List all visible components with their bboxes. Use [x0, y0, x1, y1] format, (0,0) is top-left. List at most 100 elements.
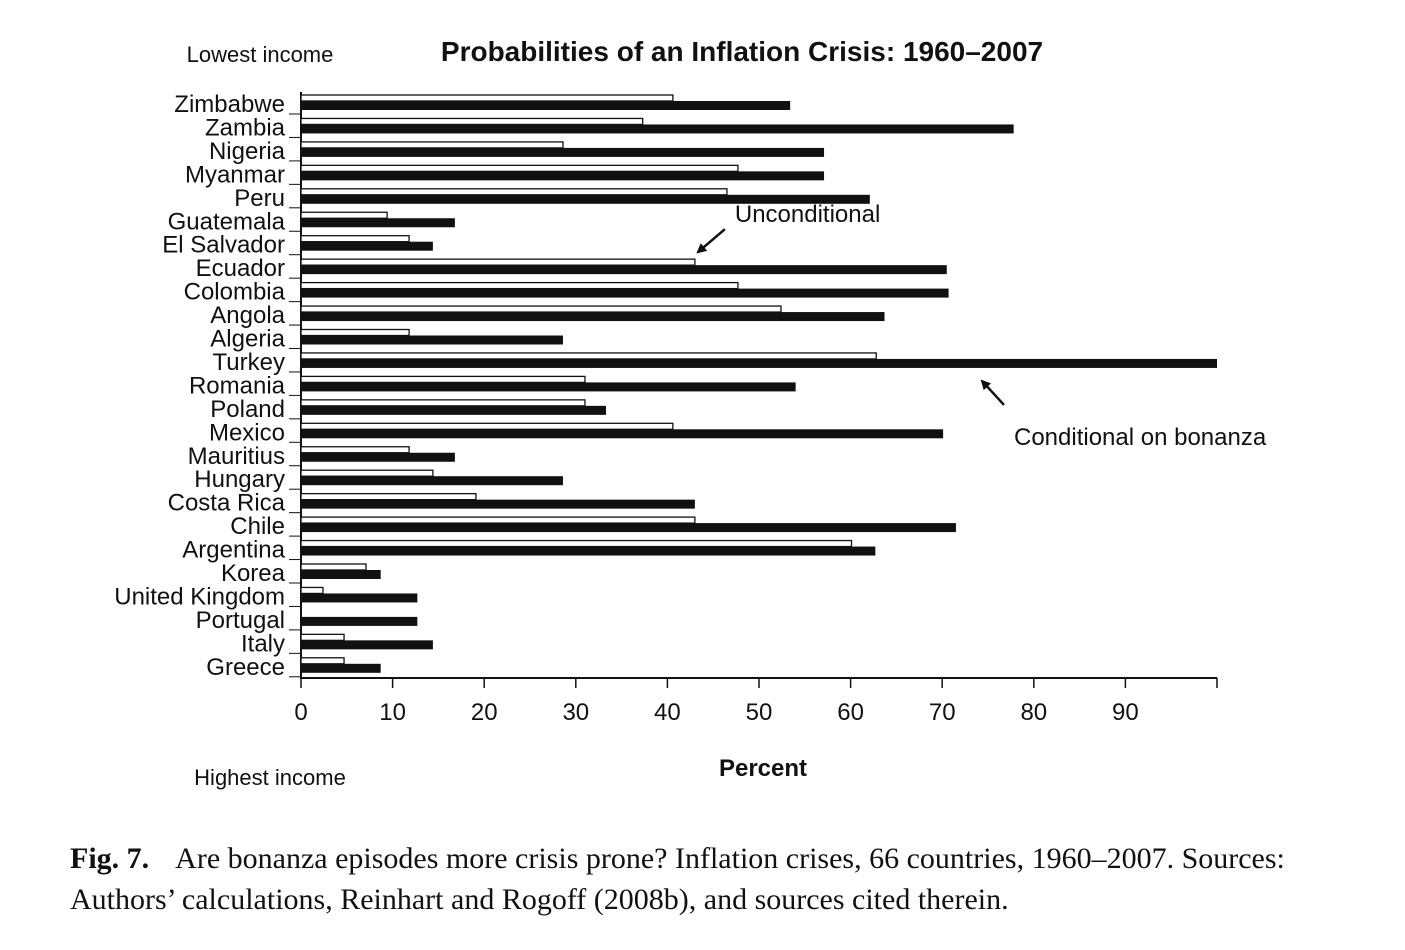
- category-label-poland: Poland: [210, 396, 285, 423]
- category-label-portugal: Portugal: [196, 607, 285, 634]
- x-tick-label-30: 30: [562, 699, 589, 726]
- annotation-label-unconditional: Unconditional: [735, 201, 880, 228]
- bar-unconditional-mexico: [300, 422, 674, 430]
- bar-unconditional-zambia: [300, 117, 644, 126]
- category-label-zimbabwe: Zimbabwe: [174, 91, 285, 118]
- bar-conditional-zambia: [301, 124, 1014, 134]
- bar-conditional-romania: [301, 382, 796, 392]
- bar-conditional-korea: [301, 570, 381, 579]
- x-tick-label-40: 40: [654, 699, 681, 726]
- bar-conditional-zimbabwe: [301, 101, 791, 110]
- figure-caption: Fig. 7. Are bonanza episodes more crisis …: [70, 838, 1370, 920]
- bar-unconditional-chile: [300, 516, 696, 524]
- bar-conditional-peru: [301, 194, 870, 204]
- category-label-el-salvador: El Salvador: [162, 232, 285, 259]
- x-tick-label-80: 80: [1020, 699, 1047, 726]
- bar-conditional-portugal: [301, 616, 418, 626]
- x-tick-label-10: 10: [379, 699, 406, 726]
- bar-unconditional-costa-rica: [300, 492, 477, 501]
- bar-unconditional-el-salvador: [300, 235, 410, 243]
- bar-unconditional-nigeria: [300, 141, 564, 149]
- annotations-group: Unconditional Conditional on bonanza: [696, 201, 1267, 451]
- chart-area: Probabilities of an Inflation Crisis: 19…: [114, 36, 1267, 790]
- bar-conditional-chile: [301, 523, 956, 533]
- bar-unconditional-italy: [300, 633, 345, 641]
- annotation-label-conditional: Conditional on bonanza: [1014, 424, 1267, 451]
- category-label-ecuador: Ecuador: [196, 255, 285, 282]
- category-label-peru: Peru: [234, 185, 285, 212]
- bar-conditional-el-salvador: [301, 241, 433, 251]
- bar-unconditional-korea: [300, 563, 367, 571]
- category-label-italy: Italy: [241, 630, 285, 657]
- chart-title: Probabilities of an Inflation Crisis: 19…: [441, 36, 1043, 67]
- bar-unconditional-argentina: [300, 539, 853, 548]
- category-label-algeria: Algeria: [210, 326, 285, 353]
- inflation-crisis-bar-chart: Probabilities of an Inflation Crisis: 19…: [114, 36, 1267, 790]
- x-tick-label-20: 20: [471, 699, 498, 726]
- bar-unconditional-zimbabwe: [300, 94, 674, 102]
- category-label-korea: Korea: [221, 560, 286, 587]
- category-label-nigeria: Nigeria: [209, 138, 286, 165]
- category-label-turkey: Turkey: [213, 349, 285, 376]
- bar-unconditional-algeria: [300, 328, 410, 337]
- bar-conditional-guatemala: [301, 218, 455, 228]
- category-label-mauritius: Mauritius: [188, 443, 285, 470]
- category-label-greece: Greece: [206, 654, 285, 681]
- category-label-colombia: Colombia: [184, 279, 286, 306]
- bar-conditional-mauritius: [301, 452, 455, 462]
- bar-unconditional-peru: [300, 188, 728, 196]
- bar-conditional-myanmar: [301, 171, 825, 181]
- x-tick-label-0: 0: [294, 699, 307, 726]
- category-label-costa-rica: Costa Rica: [168, 490, 286, 517]
- x-ticks-group: 0 10 20 30 40 50 60 70 80 90: [294, 678, 1218, 726]
- figure-caption-text: Are bonanza episodes more crisis prone? …: [70, 842, 1285, 916]
- bars-group: [300, 94, 1217, 673]
- bar-unconditional-guatemala: [300, 211, 388, 219]
- bar-unconditional-myanmar: [300, 164, 739, 173]
- bar-unconditional-angola: [300, 305, 782, 313]
- category-label-argentina: Argentina: [182, 537, 285, 564]
- x-tick-label-70: 70: [929, 699, 956, 726]
- category-label-mexico: Mexico: [209, 419, 285, 446]
- category-label-romania: Romania: [189, 372, 286, 399]
- bottom-note-highest-income: Highest income: [194, 765, 346, 790]
- bar-unconditional-united-kingdom: [300, 586, 324, 595]
- annotation-arrow-unconditional: [696, 228, 726, 254]
- bar-conditional-greece: [301, 663, 381, 673]
- category-label-guatemala: Guatemala: [168, 208, 286, 235]
- bar-unconditional-hungary: [300, 469, 434, 477]
- category-label-chile: Chile: [230, 513, 285, 540]
- top-note-lowest-income: Lowest income: [187, 42, 334, 67]
- bar-conditional-nigeria: [301, 147, 825, 157]
- x-tick-label-50: 50: [746, 699, 773, 726]
- bar-unconditional-ecuador: [300, 258, 696, 266]
- bar-conditional-costa-rica: [301, 499, 695, 509]
- category-label-angola: Angola: [210, 302, 285, 329]
- x-tick-label-60: 60: [837, 699, 864, 726]
- bar-conditional-angola: [301, 312, 885, 322]
- category-label-myanmar: Myanmar: [185, 161, 285, 188]
- bar-conditional-mexico: [301, 429, 944, 439]
- bar-unconditional-poland: [300, 399, 586, 407]
- bar-unconditional-romania: [300, 375, 586, 384]
- figure-caption-label: Fig. 7.: [70, 842, 150, 875]
- category-label-hungary: Hungary: [194, 466, 285, 493]
- bar-unconditional-turkey: [300, 352, 877, 360]
- bar-unconditional-colombia: [300, 281, 739, 290]
- bar-unconditional-mauritius: [300, 446, 410, 454]
- x-tick-label-90: 90: [1112, 699, 1139, 726]
- bar-conditional-turkey: [301, 358, 1217, 368]
- bar-conditional-algeria: [301, 335, 563, 345]
- bar-conditional-poland: [301, 405, 607, 415]
- annotation-arrow-conditional: [980, 379, 1005, 406]
- bar-conditional-united-kingdom: [301, 593, 418, 603]
- y-labels-group: ZimbabweZambiaNigeriaMyanmarPeruGuatemal…: [114, 91, 301, 681]
- bar-conditional-italy: [301, 640, 433, 650]
- category-label-united-kingdom: United Kingdom: [114, 583, 285, 610]
- category-label-zambia: Zambia: [205, 114, 286, 141]
- bar-conditional-hungary: [301, 476, 563, 486]
- bar-conditional-colombia: [301, 288, 949, 298]
- bar-conditional-argentina: [301, 546, 876, 556]
- x-axis-label: Percent: [719, 755, 807, 782]
- bar-unconditional-greece: [300, 657, 345, 665]
